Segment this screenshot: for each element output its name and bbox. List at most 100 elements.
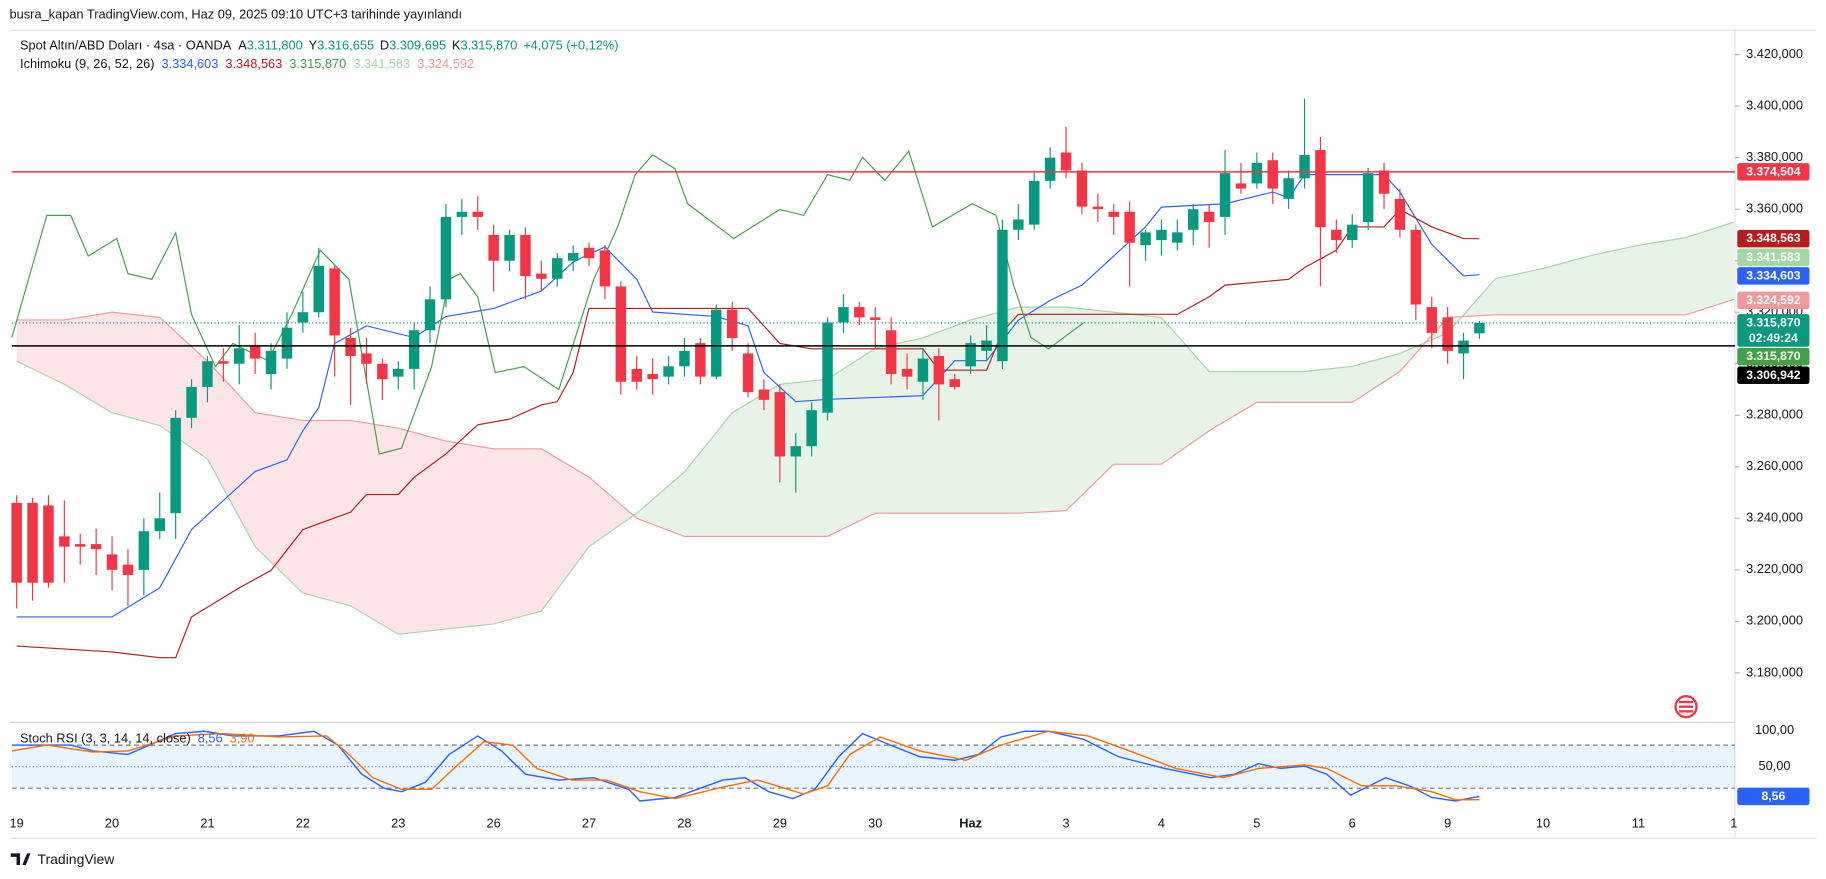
cloud-fill <box>1018 307 1067 514</box>
cloud-fill <box>1161 317 1210 465</box>
candle-body <box>361 353 372 364</box>
ohlc-value: 3.311,800 <box>247 38 303 53</box>
candle-body <box>870 317 881 320</box>
cloud-fill <box>64 312 113 413</box>
candle-body <box>75 544 86 547</box>
cloud-fill <box>1686 222 1734 315</box>
indicator-value: 3.348,563 <box>225 57 282 72</box>
candle-body <box>1029 180 1040 225</box>
candle-body <box>647 374 658 380</box>
candle-body <box>265 350 277 375</box>
y-tick-label: 3.200,000 <box>1746 613 1803 628</box>
x-tick-label: 21 <box>200 816 214 831</box>
candle-body <box>1283 178 1294 199</box>
cloud-fill <box>398 428 446 635</box>
candle-body <box>154 518 165 532</box>
y-tick-label: 3.240,000 <box>1746 510 1803 525</box>
candle-body <box>997 229 1008 362</box>
price-tag <box>1737 366 1810 384</box>
candle-body <box>1347 224 1358 241</box>
indicator-value: 3.315,870 <box>289 57 346 72</box>
candle-body <box>1315 149 1326 228</box>
y-tick-label: 100,00 <box>1755 722 1794 737</box>
candle-body <box>726 309 738 338</box>
candle-body <box>106 554 118 570</box>
cloud-fill <box>1209 371 1257 431</box>
cloud-fill <box>732 384 780 537</box>
stoch-title: Stoch RSI (3, 3, 14, 14, close) <box>20 731 191 746</box>
y-tick-label: 3.180,000 <box>1746 664 1803 679</box>
price-tag <box>1737 163 1810 181</box>
cloud-fill <box>16 319 65 385</box>
candle-body <box>552 258 563 279</box>
indicator-value: 3.334,603 <box>161 57 218 72</box>
candle-body <box>90 544 102 550</box>
candle-body <box>122 564 134 575</box>
candle-body <box>281 327 293 359</box>
cloud-fill <box>970 307 1019 514</box>
x-tick-label: 30 <box>868 816 882 831</box>
countdown-label: 02:49:24 <box>1749 331 1798 345</box>
y-tick-label: 3.220,000 <box>1746 561 1803 576</box>
ichimoku-line <box>16 174 1480 618</box>
stoch-d-value: 3,90 <box>230 731 255 746</box>
candle-body <box>917 358 929 382</box>
y-tick-label: 3.280,000 <box>1746 407 1803 422</box>
cloud-fill <box>1352 353 1400 403</box>
cloud-fill <box>827 348 876 537</box>
candle-body <box>43 505 54 583</box>
flag-icon <box>1674 695 1698 719</box>
candle-body <box>202 361 213 387</box>
price-tag <box>1737 229 1810 248</box>
cloud-fill <box>875 337 923 514</box>
y-tick-label: 3.400,000 <box>1746 98 1803 113</box>
price-tag-label: 3.315,870 <box>1746 315 1801 329</box>
price-tag <box>1737 248 1810 267</box>
candle-body <box>631 368 642 382</box>
candle-body <box>1458 340 1469 354</box>
stoch-line <box>11 730 1480 802</box>
candle-body <box>313 265 324 313</box>
cloud-fill <box>922 319 971 514</box>
indicator-value: 3.341,583 <box>353 57 410 72</box>
candle-body <box>567 252 579 261</box>
y-tick-label: 3.380,000 <box>1746 149 1803 164</box>
stoch-legend: Stoch RSI (3, 3, 14, 14, close) 8,56 3,90 <box>20 731 255 746</box>
candle-body <box>663 366 674 377</box>
indicator-name: Ichimoku (9, 26, 52, 26) <box>20 57 154 72</box>
x-tick-label: 5 <box>1253 816 1260 831</box>
y-tick-label: 3.360,000 <box>1746 201 1803 216</box>
candle-body <box>742 353 754 393</box>
ohlc-key: D <box>380 38 389 53</box>
x-tick-label: 10 <box>1536 816 1550 831</box>
symbol: Spot Altın/ABD Doları · 4sa · OANDA <box>20 38 232 53</box>
candle-body <box>1140 232 1151 246</box>
candle-body <box>1442 317 1453 351</box>
candle-body <box>520 234 531 277</box>
ohlc-value: 3.309,695 <box>389 38 446 53</box>
candle-body <box>424 299 436 331</box>
ohlc-key: K <box>452 38 461 53</box>
price-tag-label: 3.348,563 <box>1746 231 1801 245</box>
cloud-fill <box>1113 312 1162 465</box>
candle-body <box>1172 232 1183 243</box>
change: +4,075 (+0,12%) <box>523 38 618 53</box>
x-tick-label: Haz <box>959 816 982 831</box>
price-tag-label: 3.341,583 <box>1746 250 1801 264</box>
candle-body <box>885 330 897 375</box>
candle-body <box>11 502 22 583</box>
ohlc-value: 3.315,870 <box>460 38 517 53</box>
candle-body <box>1235 183 1247 189</box>
price-tag-label: 3.324,592 <box>1746 293 1801 307</box>
candle-body <box>408 330 420 369</box>
cloud-fill <box>779 379 828 537</box>
y-tick-label: 3.420,000 <box>1746 46 1803 61</box>
candle-body <box>1378 170 1390 194</box>
symbol-legend: Spot Altın/ABD Doları · 4sa · OANDA A3.31… <box>20 38 619 53</box>
candle-body <box>297 312 309 323</box>
price-tag <box>1737 314 1810 347</box>
brand: TradingView <box>37 851 115 867</box>
candle-body <box>838 307 849 323</box>
candle-body <box>679 350 690 367</box>
x-tick-label: 28 <box>677 816 691 831</box>
